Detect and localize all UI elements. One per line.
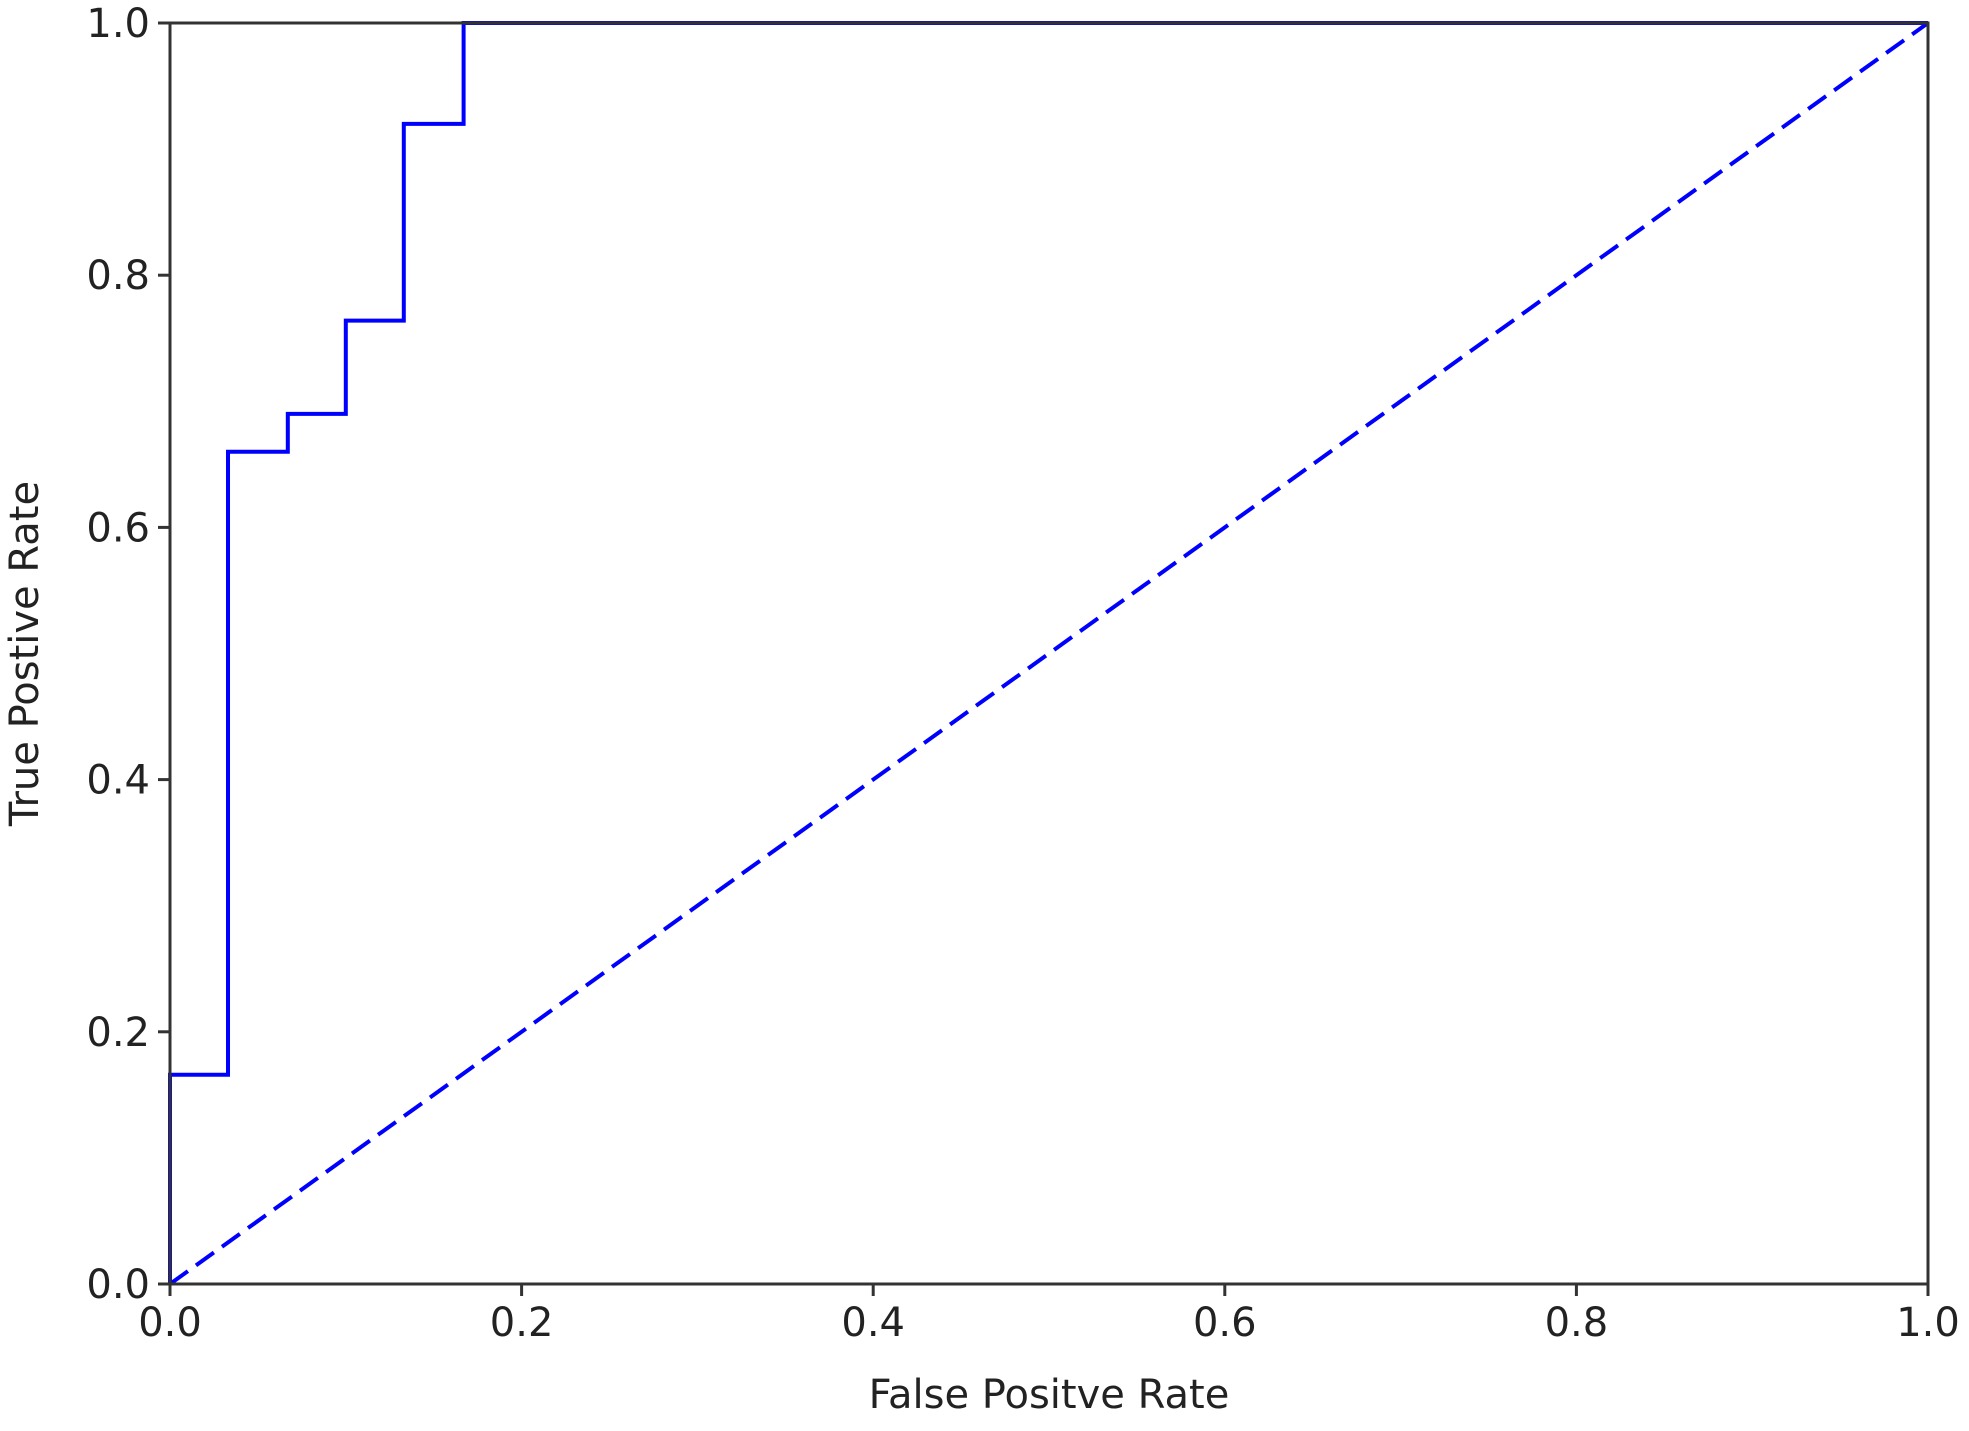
series-layer xyxy=(168,21,1930,1286)
x-tick-label: 0.4 xyxy=(841,1300,905,1346)
y-tick-label: 0.0 xyxy=(86,1262,150,1308)
x-tick-label: 0.2 xyxy=(490,1300,554,1346)
y-axis-label: True Postive Rate xyxy=(2,481,48,827)
x-tick-label: 1.0 xyxy=(1896,1300,1960,1346)
diagonal-reference-line xyxy=(168,21,1930,1286)
x-axis-label: False Positve Rate xyxy=(869,1372,1230,1418)
y-tick-label: 1.0 xyxy=(86,1,150,47)
x-tick-label: 0.0 xyxy=(138,1300,202,1346)
y-tick-label: 0.4 xyxy=(86,758,150,804)
y-tick-label: 0.6 xyxy=(86,505,150,551)
ticks-layer: 0.0 0.2 0.4 0.6 0.8 1.0 0.0 0.2 0.4 0.6 0.8 1.0 xyxy=(86,1,1959,1346)
plot-frame xyxy=(168,21,1930,1286)
x-tick-label: 0.6 xyxy=(1193,1300,1257,1346)
x-tick-label: 0.8 xyxy=(1545,1300,1609,1346)
y-tick-label: 0.8 xyxy=(86,253,150,299)
y-tick-label: 0.2 xyxy=(86,1010,150,1056)
roc-curve-line xyxy=(168,21,1928,1284)
